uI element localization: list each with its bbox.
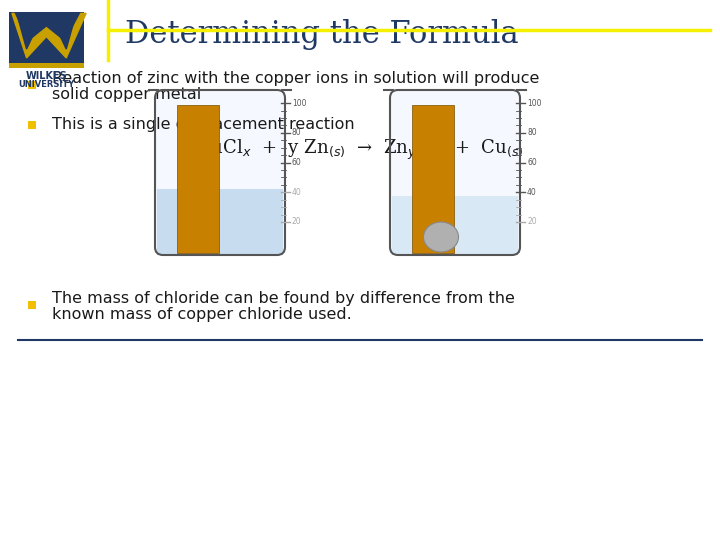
- Polygon shape: [18, 19, 35, 49]
- Ellipse shape: [423, 222, 459, 252]
- Bar: [392, 195, 518, 255]
- Bar: [28, 301, 36, 309]
- Bar: [28, 121, 36, 129]
- FancyBboxPatch shape: [390, 90, 520, 255]
- Text: This is a single displacement reaction: This is a single displacement reaction: [52, 118, 355, 132]
- Text: 40: 40: [292, 188, 302, 197]
- Bar: [157, 189, 283, 255]
- Bar: [412, 105, 454, 253]
- Text: CuCl$_x$  +  y Zn$_{(s)}$  →  Zn$_y$Cl$_x$  +  Cu$_{(s)}$: CuCl$_x$ + y Zn$_{(s)}$ → Zn$_y$Cl$_x$ +…: [197, 138, 523, 162]
- Bar: [28, 81, 36, 89]
- Polygon shape: [58, 19, 75, 49]
- Text: 100: 100: [527, 99, 541, 107]
- Text: The mass of chloride can be found by difference from the: The mass of chloride can be found by dif…: [52, 291, 515, 306]
- Polygon shape: [12, 14, 86, 58]
- Text: 80: 80: [527, 129, 536, 137]
- Text: 20: 20: [527, 218, 536, 226]
- Bar: [9, 63, 84, 68]
- Bar: [177, 105, 219, 253]
- Text: WILKES: WILKES: [25, 71, 67, 81]
- Bar: [9, 12, 84, 65]
- Text: 100: 100: [292, 99, 307, 107]
- Text: 80: 80: [292, 129, 302, 137]
- Text: Reaction of zinc with the copper ions in solution will produce: Reaction of zinc with the copper ions in…: [52, 71, 539, 85]
- Text: 40: 40: [527, 188, 536, 197]
- Text: solid copper metal: solid copper metal: [52, 86, 202, 102]
- Text: 60: 60: [292, 158, 302, 167]
- Text: 60: 60: [527, 158, 536, 167]
- Text: Determining the Formula: Determining the Formula: [125, 19, 518, 51]
- Text: UNIVERSITY: UNIVERSITY: [18, 80, 75, 89]
- Text: 20: 20: [292, 218, 302, 226]
- FancyBboxPatch shape: [155, 90, 285, 255]
- Text: known mass of copper chloride used.: known mass of copper chloride used.: [52, 307, 352, 322]
